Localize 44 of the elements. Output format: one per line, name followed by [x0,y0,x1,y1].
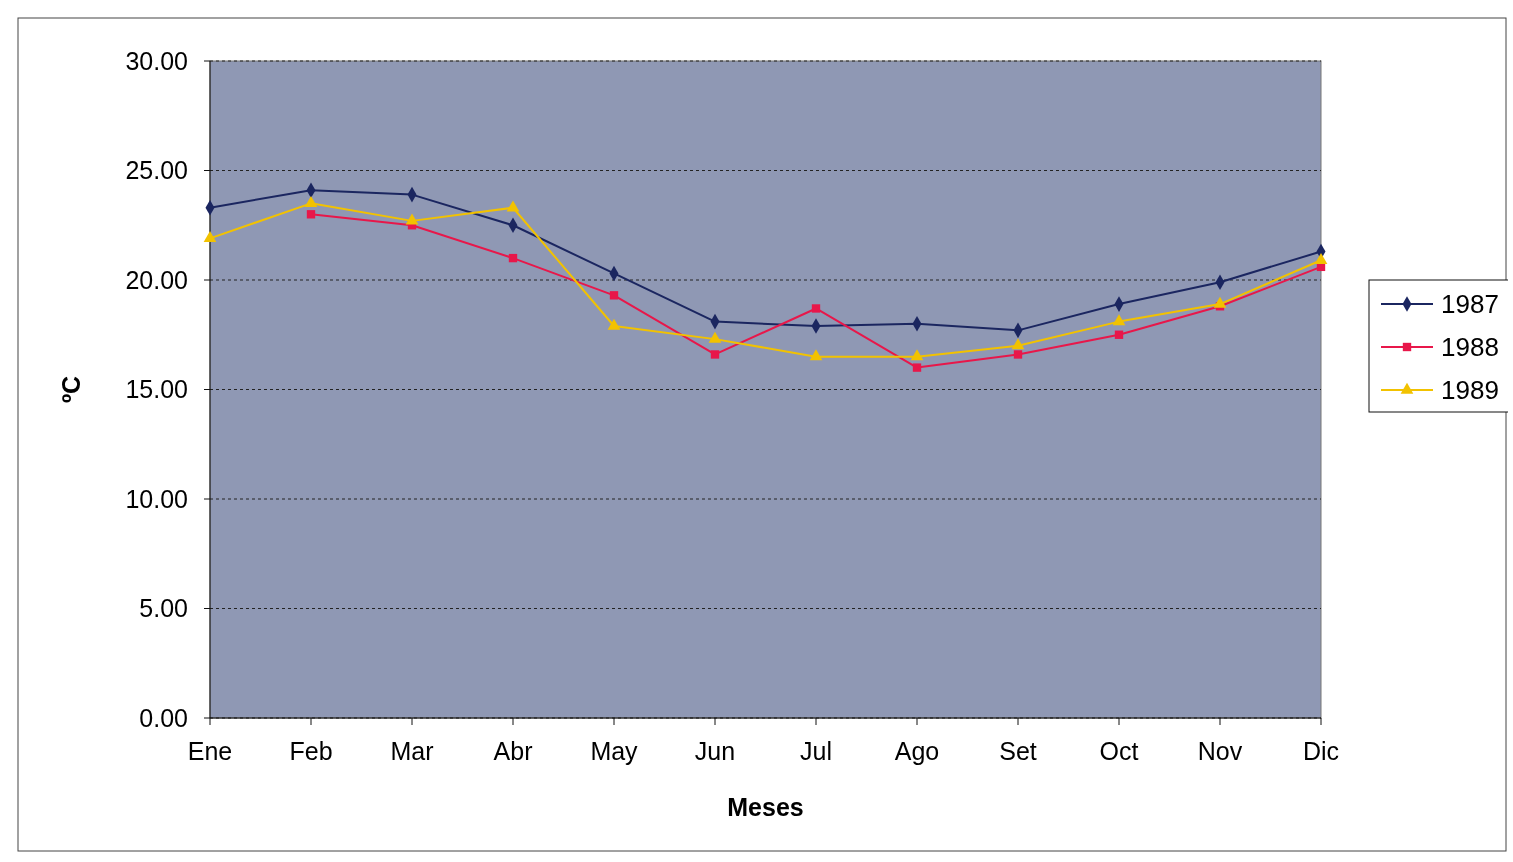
point [1011,338,1025,350]
x-tick-label: Feb [289,737,333,765]
y-tick-label: 0.00 [139,703,188,732]
x-tick-label: Oct [1099,737,1139,765]
point [607,318,621,330]
x-tick-label: Ene [187,737,233,765]
point [710,350,720,359]
legend-label: 1987 [1441,289,1499,320]
point [809,349,823,361]
x-tick-label: Jun [694,737,736,765]
point [203,231,217,243]
x-tick-label: Dic [1302,737,1340,765]
x-tick-label: Ago [894,737,940,765]
x-tick-label: Jul [800,737,832,765]
point [1114,330,1124,339]
point [304,196,318,208]
x-tick-label: May [590,737,639,765]
point [1013,350,1023,359]
point [609,291,619,300]
x-tick-label: Abr [493,737,533,765]
y-tick-label: 20.00 [125,265,188,294]
y-tick-label: 25.00 [125,156,188,185]
point [506,200,520,212]
point [912,363,922,372]
point [508,253,518,263]
point [1213,296,1227,308]
y-tick-label: 10.00 [125,484,188,513]
point [405,213,419,225]
point [811,304,821,313]
point [1112,314,1126,326]
point [306,210,316,219]
x-tick-label: Nov [1197,737,1243,765]
x-tick-label: Set [999,737,1037,765]
legend-label: 1989 [1441,375,1499,406]
point [708,331,722,343]
y-tick-label: 30.00 [125,46,188,75]
y-tick-label: 15.00 [125,375,188,404]
point [910,349,924,361]
y-tick-label: 5.00 [139,594,188,623]
x-tick-label: Mar [390,737,434,765]
legend-label: 1988 [1441,332,1499,363]
x-axis-title: Meses [727,793,804,821]
point [1314,252,1328,264]
y-axis-title: ºC [57,375,85,404]
